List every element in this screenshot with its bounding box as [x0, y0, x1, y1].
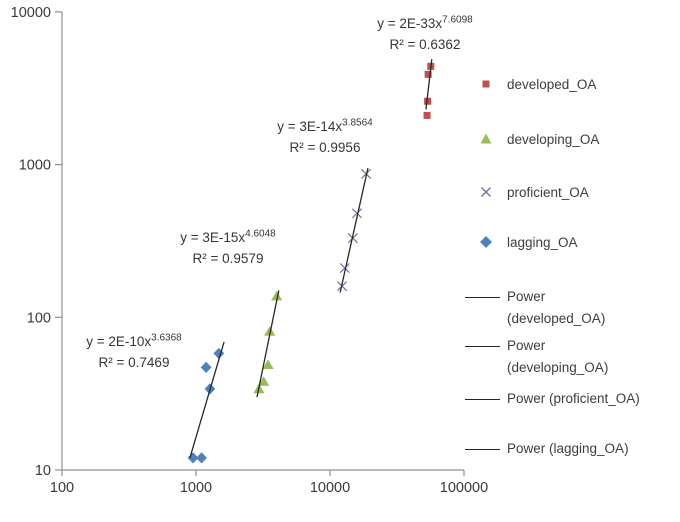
annotation-proficient: y = 3E-14x3.8564 R² = 0.9956: [245, 116, 405, 158]
legend-item-developed: developed_OA: [465, 74, 596, 94]
triangle-marker-icon: [465, 132, 507, 146]
legend-item-power-proficient: Power (proficient_OA): [465, 388, 640, 410]
x-tick-label: 10000: [310, 480, 350, 496]
equation-developing: y = 3E-15x4.6048: [180, 228, 276, 245]
data-point: [262, 359, 274, 370]
trendline-swatch-icon: [465, 286, 507, 308]
annotation-developed: y = 2E-33x7.6098 R² = 0.6362: [350, 13, 500, 55]
data-point: [196, 452, 207, 464]
legend-label: Power (lagging_OA): [507, 441, 629, 456]
x-tick-label: 100: [50, 480, 74, 496]
legend-label: developing_OA: [507, 131, 600, 147]
r2-developing: R² = 0.9579: [192, 251, 264, 266]
r2-lagging: R² = 0.7469: [98, 355, 170, 370]
data-point: [351, 208, 363, 219]
legend-label: proficient_OA: [507, 184, 589, 200]
equation-proficient: y = 3E-14x3.8564: [277, 117, 373, 134]
trendline-developed_OA: [425, 59, 433, 110]
data-point: [213, 347, 225, 360]
trendline-swatch-icon: [465, 335, 507, 357]
trendline-swatch-icon: [465, 438, 507, 460]
data-point: [424, 70, 432, 78]
data-point: [264, 326, 276, 336]
legend-label: Power (proficient_OA): [507, 391, 640, 406]
data-point: [258, 376, 270, 386]
y-tick-label: 10000: [11, 5, 51, 21]
annotation-lagging: y = 2E-10x3.6368 R² = 0.7469: [54, 331, 214, 373]
legend-label: Power (developing_OA): [507, 338, 609, 375]
trendline-proficient_OA: [339, 167, 369, 293]
legend-item-lagging: lagging_OA: [465, 232, 578, 252]
x-tick-label: 100000: [440, 480, 488, 496]
square-marker-icon: [465, 77, 507, 91]
diamond-marker-icon: [465, 235, 507, 249]
r2-developed: R² = 0.6362: [389, 37, 461, 52]
data-point: [187, 452, 199, 464]
equation-developed: y = 2E-33x7.6098: [377, 14, 473, 31]
data-point: [200, 361, 212, 373]
equation-lagging: y = 2E-10x3.6368: [86, 332, 182, 349]
data-point: [423, 111, 431, 119]
legend: developed_OA developing_OA proficient_OA…: [465, 0, 679, 522]
y-tick-label: 1000: [19, 158, 51, 174]
annotation-developing: y = 3E-15x4.6048 R² = 0.9579: [148, 227, 308, 269]
trendline-developing_OA: [256, 290, 280, 398]
legend-item-power-developing: Power (developing_OA): [465, 335, 608, 379]
trendline-swatch-icon: [465, 388, 507, 410]
legend-label: lagging_OA: [507, 234, 578, 250]
legend-item-developing: developing_OA: [465, 129, 599, 149]
y-tick-label: 100: [27, 310, 51, 326]
y-tick-label: 10: [35, 463, 51, 479]
legend-label: Power (developed_OA): [507, 289, 606, 326]
legend-item-power-lagging: Power (lagging_OA): [465, 438, 629, 460]
trendline-lagging_OA: [189, 341, 225, 459]
x-marker-icon: [465, 185, 507, 199]
data-point: [339, 263, 350, 274]
legend-label: developed_OA: [507, 76, 597, 92]
x-tick-label: 1000: [180, 480, 212, 496]
legend-item-proficient: proficient_OA: [465, 182, 589, 202]
data-point: [424, 97, 432, 105]
data-point: [271, 290, 283, 301]
legend-item-power-developed: Power (developed_OA): [465, 286, 605, 330]
series-developed_OA: [423, 62, 435, 119]
r2-proficient: R² = 0.9956: [289, 140, 361, 155]
